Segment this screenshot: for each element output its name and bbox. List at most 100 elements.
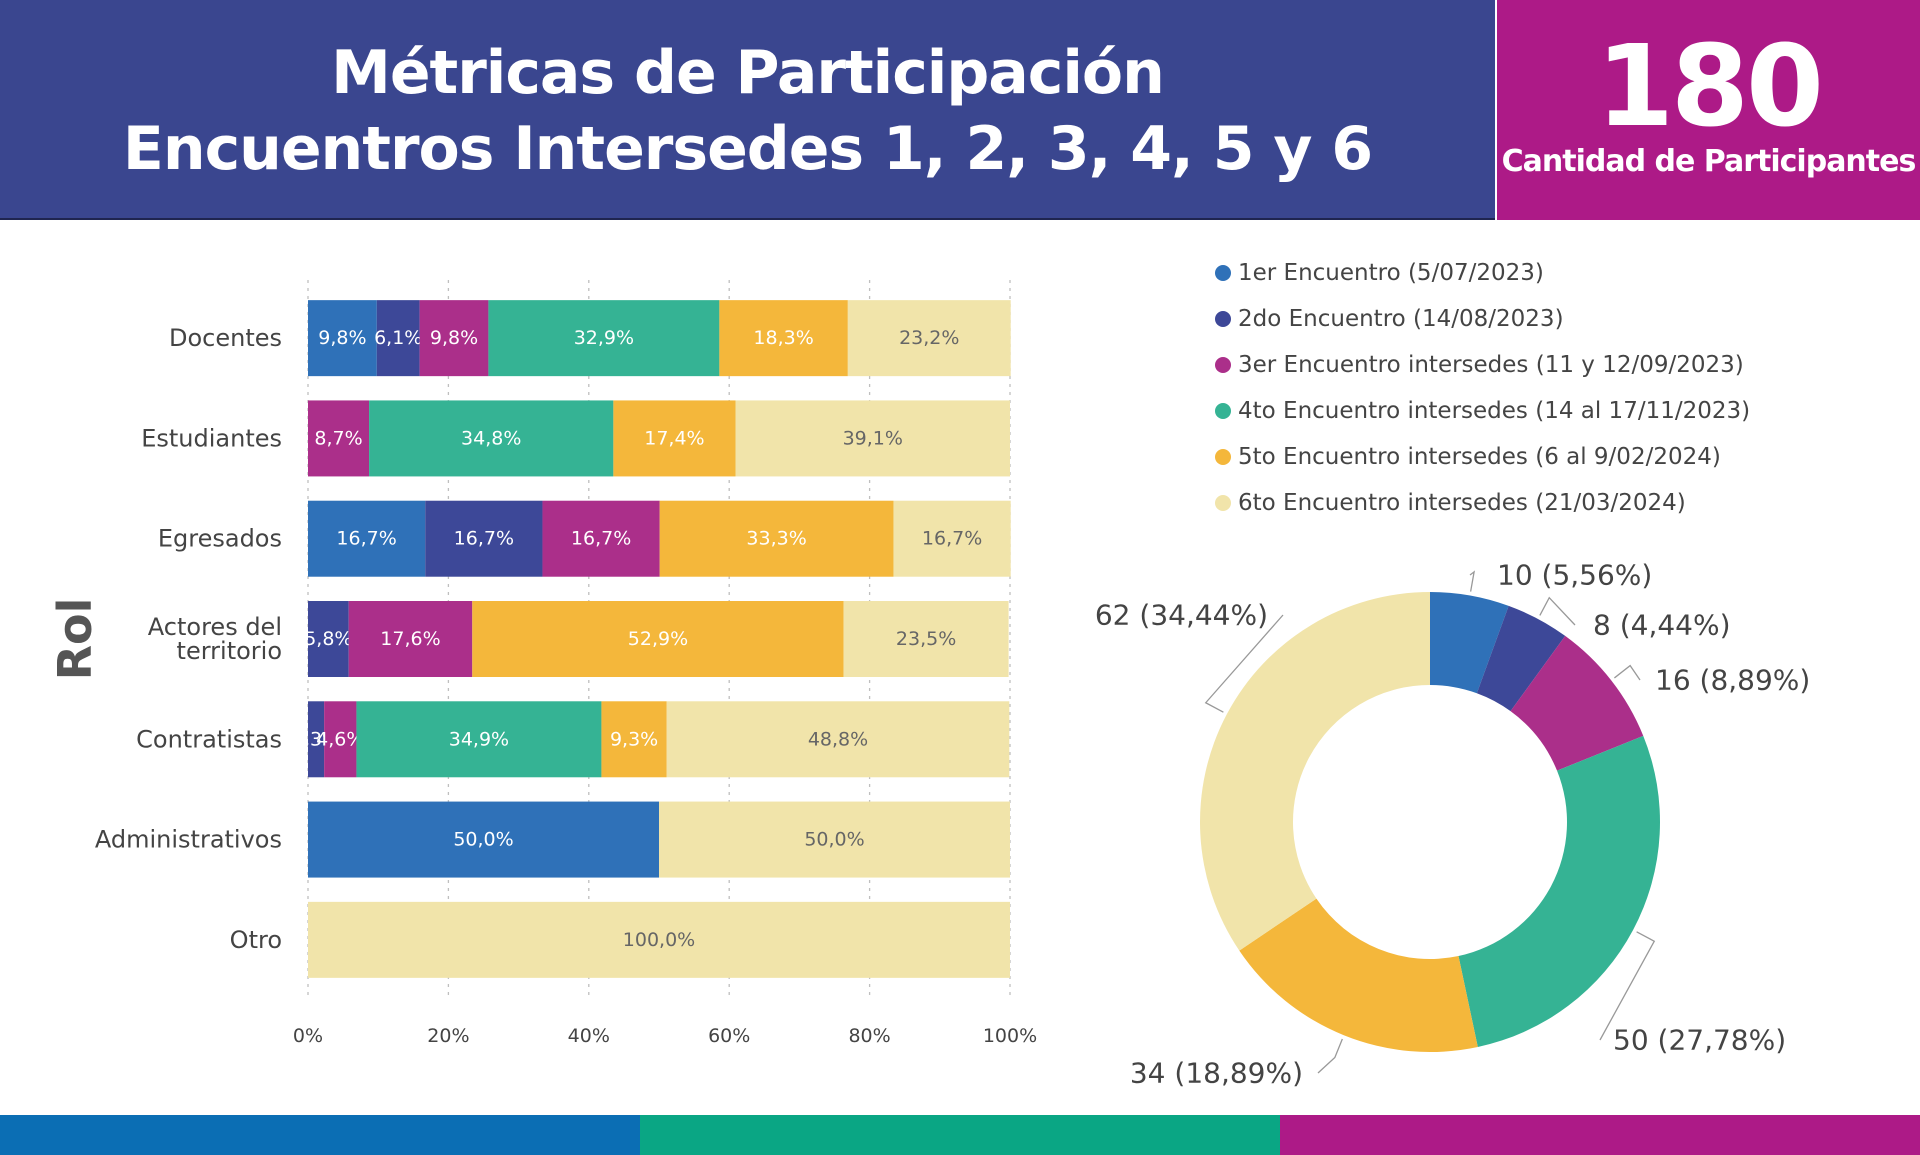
bar-data-label: 32,9%	[574, 327, 634, 349]
bar-data-label: 16,7%	[336, 528, 396, 550]
legend-marker	[1215, 311, 1231, 327]
bar-segment	[843, 601, 1009, 677]
donut-leader-line	[1599, 931, 1656, 1041]
bar-data-label: 34,8%	[461, 427, 521, 449]
bar-segment	[659, 500, 894, 577]
legend-marker	[1215, 403, 1231, 419]
bar-data-label: 16,7%	[454, 528, 514, 550]
category-label: Administrativos	[95, 826, 282, 854]
bar-data-label: 18,3%	[753, 327, 813, 349]
bar-segment	[542, 500, 660, 577]
bar-segment	[847, 300, 1011, 377]
bar-data-label: 9,8%	[318, 327, 366, 349]
legend-marker	[1215, 495, 1231, 511]
donut-data-label: 8 (4,44%)	[1593, 609, 1731, 642]
donut-data-label: 34 (18,89%)	[1130, 1057, 1303, 1090]
category-label: Estudiantes	[141, 424, 282, 452]
category-label: Otro	[230, 926, 282, 954]
donut-leader-line	[1317, 1038, 1343, 1074]
x-tick-label: 20%	[427, 1025, 469, 1047]
participant-count: 180	[1596, 22, 1824, 152]
bar-segment	[893, 500, 1011, 577]
participant-count-label: Cantidad de Participantes	[1501, 144, 1917, 179]
bar-segment	[356, 701, 602, 778]
donut-slice	[1430, 592, 1509, 694]
bar-data-label: 34,9%	[449, 728, 509, 750]
bar-segment	[659, 801, 1010, 878]
legend-entry: 6to Encuentro intersedes (21/03/2024)	[1238, 490, 1686, 516]
donut-leader-line	[1469, 570, 1476, 592]
x-tick-label: 80%	[848, 1025, 890, 1047]
bar-data-label: 17,4%	[644, 427, 704, 449]
bar-segment	[308, 500, 426, 577]
donut-leader-line	[1539, 596, 1576, 626]
bar-segment	[324, 701, 357, 778]
footer-segment-green	[640, 1115, 1280, 1155]
legend-entry: 3er Encuentro intersedes (11 y 12/09/202…	[1238, 352, 1744, 378]
bar-segment	[425, 500, 543, 577]
bar-data-label: 17,6%	[380, 628, 440, 650]
charts-canvas: 0% 20% 40% 60% 80% 100% Rol Docentes 9,8% 6,1% 9,8…	[48, 260, 1810, 1090]
bar-data-label: 50,0%	[804, 829, 864, 851]
bar-segment	[308, 400, 370, 477]
bar-segment	[308, 300, 377, 377]
bar-data-label: 50,0%	[453, 829, 513, 851]
donut-slice	[1458, 735, 1660, 1047]
bar-segment	[369, 400, 614, 477]
legend-entry: 4to Encuentro intersedes (14 al 17/11/20…	[1238, 398, 1750, 424]
donut-data-label: 16 (8,89%)	[1655, 664, 1810, 697]
header-title-panel: Métricas de Participación Encuentros Int…	[0, 0, 1495, 220]
donut-leader-line	[1204, 614, 1284, 713]
footer-segment-blue	[0, 1115, 640, 1155]
bar-segment	[348, 601, 473, 677]
donut-slice	[1510, 635, 1644, 771]
page-title-line-2: Encuentros Intersedes 1, 2, 3, 4, 5 y 6	[122, 114, 1373, 184]
bar-data-label: 33,3%	[746, 528, 806, 550]
bar-data-label: 9,3%	[610, 728, 658, 750]
bar-segment	[735, 400, 1010, 477]
bar-segment	[308, 701, 325, 778]
bar-segment	[308, 801, 659, 878]
x-tick-label: 60%	[708, 1025, 750, 1047]
participant-count-panel: 180 Cantidad de Participantes	[1497, 0, 1920, 220]
bar-segment	[719, 300, 848, 377]
bar-data-label: 8,7%	[314, 427, 362, 449]
legend-marker	[1215, 265, 1231, 281]
category-label: Docentes	[169, 324, 282, 352]
category-label: Actores del territorio	[148, 613, 282, 665]
bar-segment	[419, 300, 489, 377]
bar-segment	[376, 300, 420, 377]
bar-data-label: 39,1%	[843, 427, 903, 449]
donut-slice	[1200, 592, 1430, 951]
donut-data-label: 10 (5,56%)	[1497, 559, 1652, 592]
page-title-line-1: Métricas de Participación	[331, 38, 1165, 108]
bar-data-label: 16,7%	[571, 528, 631, 550]
bar-data-label: 52,9%	[628, 628, 688, 650]
legend-entry: 5to Encuentro intersedes (6 al 9/02/2024…	[1238, 444, 1721, 470]
bar-segment	[613, 400, 736, 477]
donut-data-label: 62 (34,44%)	[1095, 599, 1268, 632]
category-label: Egresados	[158, 525, 282, 553]
bar-segment	[488, 300, 720, 377]
bar-data-label: 5,8%	[304, 628, 352, 650]
bar-segment	[666, 701, 1010, 778]
legend-marker	[1215, 449, 1231, 465]
bar-data-label: 100,0%	[623, 929, 695, 951]
bar-data-label: 9,8%	[430, 327, 478, 349]
donut-slice	[1476, 605, 1566, 712]
donut-chart: 10 (5,56%) 8 (4,44%) 16 (8,89%) 50 (27,78%)…	[1095, 559, 1810, 1090]
bar-segment	[308, 601, 349, 677]
bar-segment	[472, 601, 844, 677]
chart-legend: 1er Encuentro (5/07/2023) 2do Encuentro (…	[1215, 260, 1750, 516]
donut-leader-line	[1613, 664, 1641, 681]
legend-marker	[1215, 357, 1231, 373]
footer-color-bar	[0, 1115, 1920, 1155]
footer-segment-magenta	[1280, 1115, 1920, 1155]
bar-data-label: 48,8%	[808, 728, 868, 750]
bar-segment	[308, 901, 1010, 978]
legend-entry: 2do Encuentro (14/08/2023)	[1238, 306, 1564, 332]
donut-data-label: 50 (27,78%)	[1613, 1024, 1786, 1057]
bar-data-label: 6,1%	[374, 327, 422, 349]
bar-segment	[601, 701, 667, 778]
legend-entry: 1er Encuentro (5/07/2023)	[1238, 260, 1544, 286]
